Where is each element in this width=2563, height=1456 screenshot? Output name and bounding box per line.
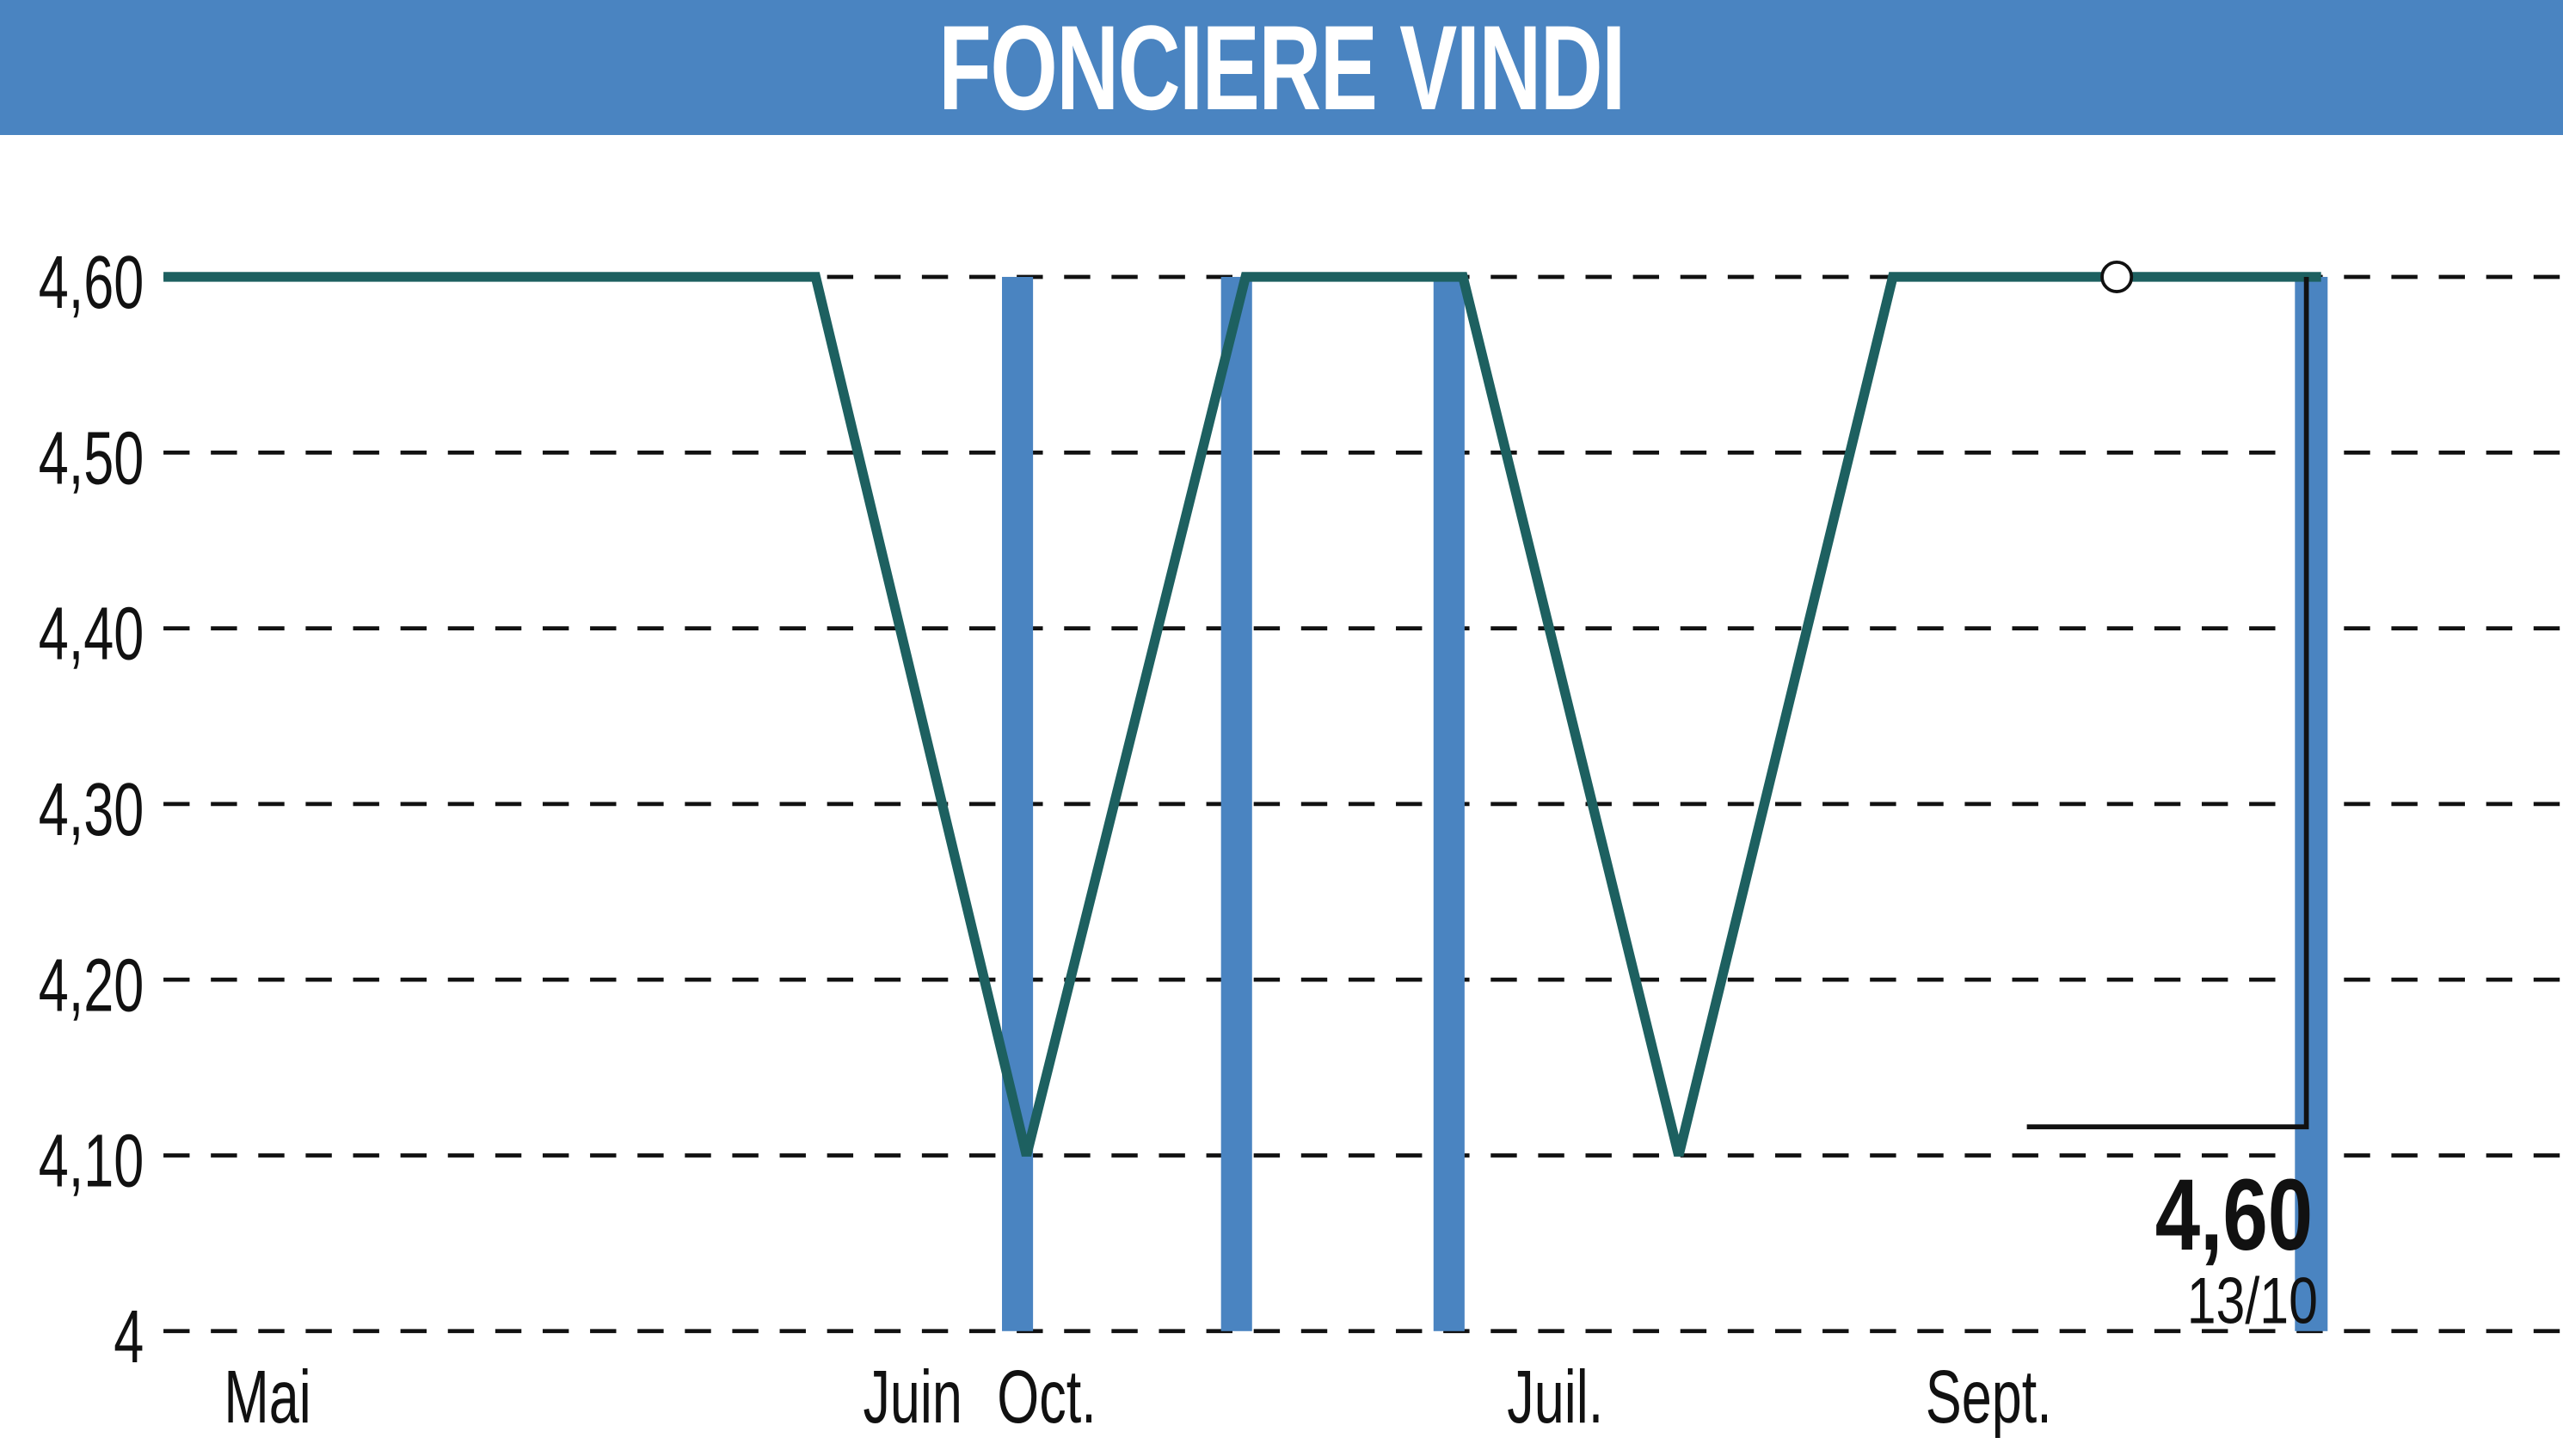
price-line: [163, 272, 2321, 1157]
title-bar: FONCIERE VINDI: [0, 0, 2563, 135]
last-value-label: 4,60: [2155, 1158, 2313, 1272]
y-tick-label: 4,40: [39, 593, 144, 677]
last-value-pointer: [2026, 276, 2309, 1130]
y-tick-label: 4,30: [39, 768, 144, 852]
y-tick-label: 4,20: [39, 943, 144, 1028]
x-tick-label: Mai: [224, 1355, 310, 1440]
last-date-label: 13/10: [2187, 1264, 2318, 1337]
volume-bar: [2295, 276, 2328, 1331]
volume-bar: [1433, 276, 1465, 1331]
x-tick-label: Juin: [863, 1355, 962, 1440]
volume-bar: [1002, 276, 1034, 1331]
y-tick-label: 4,60: [39, 241, 144, 325]
x-tick-label: Sept.: [1926, 1355, 2052, 1440]
x-tick-label: Juil.: [1507, 1355, 1603, 1440]
chart-title: FONCIERE VINDI: [938, 0, 1626, 135]
x-tick-label: Oct.: [997, 1355, 1096, 1440]
y-tick-label: 4,50: [39, 416, 144, 501]
last-point-marker: [2100, 260, 2134, 293]
volume-bar: [1220, 276, 1252, 1331]
y-tick-label: 4,10: [39, 1120, 144, 1204]
y-tick-label: 4: [114, 1295, 144, 1379]
